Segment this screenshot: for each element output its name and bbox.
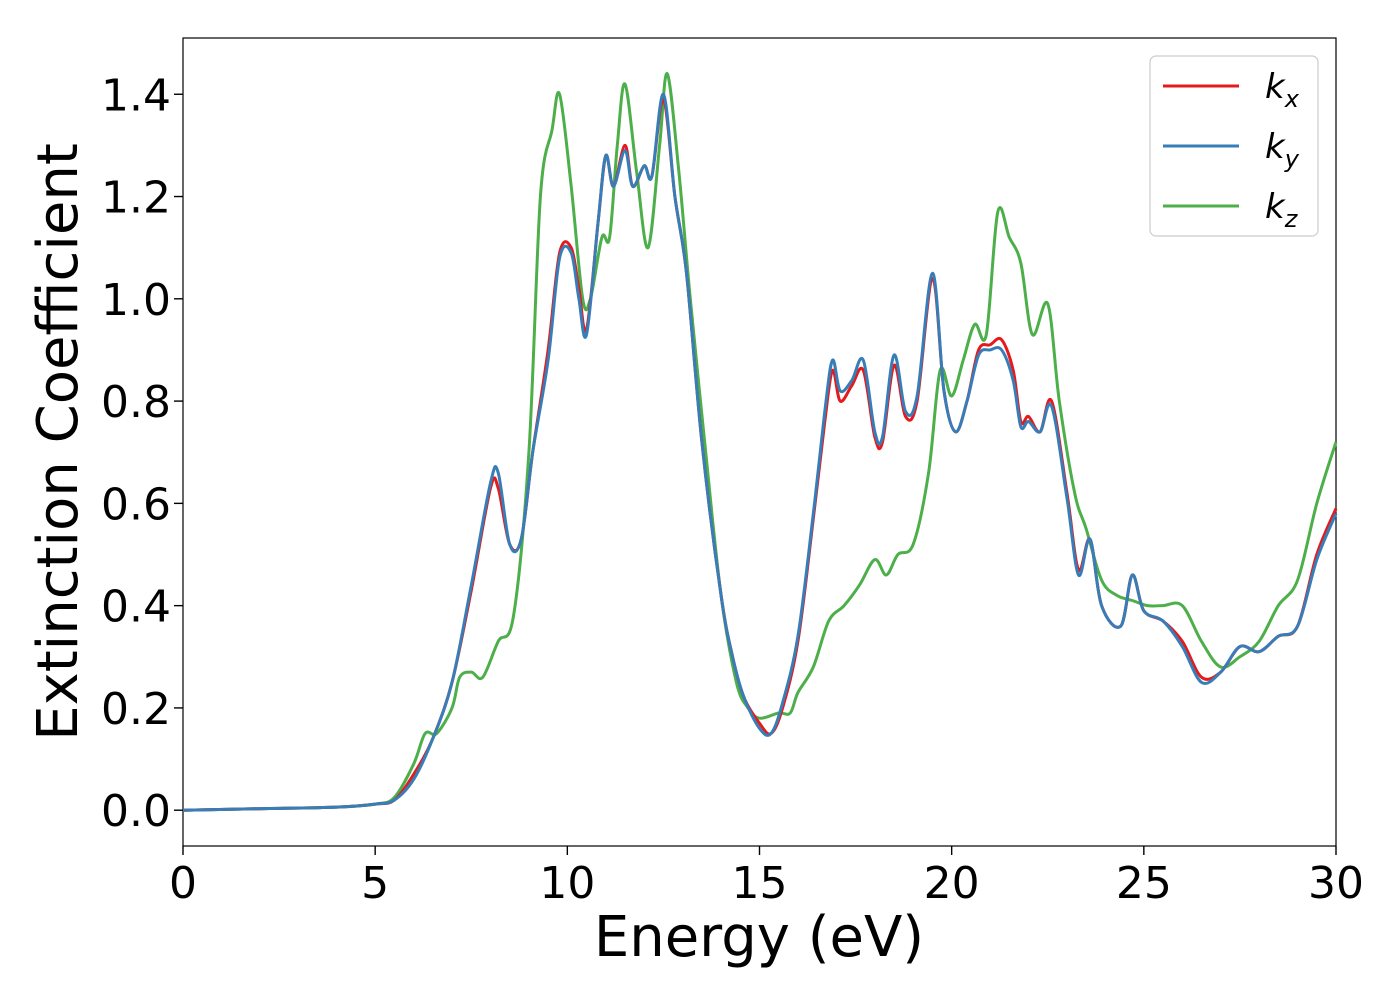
x-tick-label: 30 <box>1308 858 1364 909</box>
x-tick-label: 20 <box>924 858 980 909</box>
y-tick-label: 1.0 <box>101 275 171 326</box>
series-line-kz <box>182 72 1338 812</box>
x-tick-label: 15 <box>732 858 788 909</box>
x-axis-title: Energy (eV) <box>594 905 924 970</box>
x-tick-label: 0 <box>169 858 197 909</box>
legend-label-kx: kx <box>1265 67 1300 113</box>
series-line-ky <box>182 92 1338 812</box>
y-tick-label: 0.6 <box>101 479 171 530</box>
y-tick-label: 0.2 <box>101 684 171 735</box>
y-tick-label: 1.4 <box>101 70 171 121</box>
legend-label-ky: ky <box>1265 127 1300 173</box>
y-axis-title: Extinction Coefficient <box>26 143 91 741</box>
y-tick-label: 0.0 <box>101 786 171 837</box>
x-tick-label: 10 <box>539 858 595 909</box>
series-layer <box>182 72 1338 812</box>
y-tick-label: 0.8 <box>101 377 171 428</box>
y-tick-label: 1.2 <box>101 173 171 224</box>
y-tick-label: 0.4 <box>101 582 171 633</box>
legend-label-kz: kz <box>1265 187 1299 233</box>
x-tick-label: 25 <box>1116 858 1172 909</box>
y-axis: 0.0 0.2 0.4 0.6 0.8 1.0 1.2 1.4 <box>101 70 183 837</box>
x-axis: 0 5 10 15 20 25 30 <box>169 846 1364 909</box>
plot-area <box>182 37 1337 847</box>
x-tick-label: 5 <box>361 858 389 909</box>
legend: kx ky kz <box>1149 55 1319 237</box>
